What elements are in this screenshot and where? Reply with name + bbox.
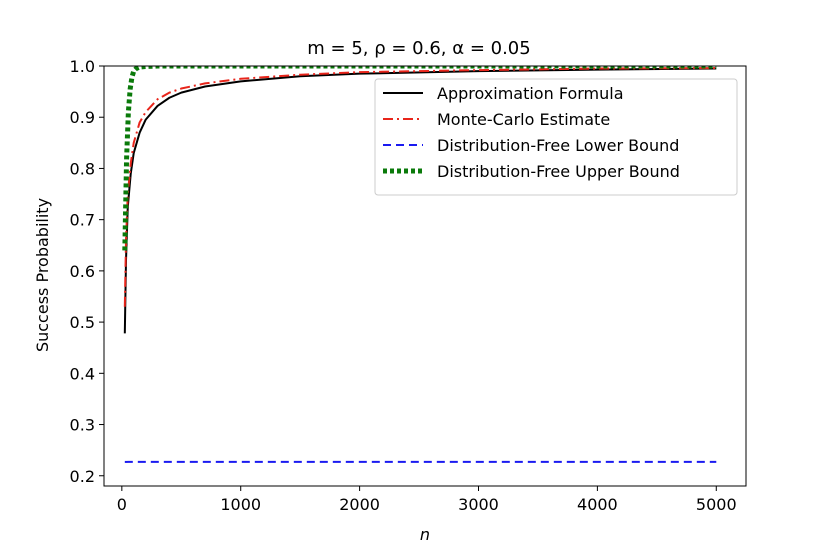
legend-entry-label: Monte-Carlo Estimate [437,110,610,129]
y-tick-label: 0.7 [70,211,95,230]
x-tick-label: 2000 [339,495,380,514]
plot-frame [103,65,747,487]
x-tick-label: 1000 [220,495,261,514]
legend-entry-label: Distribution-Free Lower Bound [437,136,679,155]
legend: Approximation Formula Monte-Carlo Estimat… [374,78,738,196]
y-axis-ticks: 0.2 0.3 0.4 0.5 0.6 0.7 0.8 0.9 1.0 [70,57,104,486]
y-tick-label: 0.6 [70,262,95,281]
x-tick-label: 0 [117,495,127,514]
legend-entry-label: Approximation Formula [437,84,624,103]
y-tick-label: 1.0 [70,57,95,76]
y-axis-label: Success Probability [33,198,52,352]
series-line-1 [123,67,717,307]
plot-area [103,65,747,487]
y-tick-label: 0.5 [70,313,95,332]
legend-entry-label: Distribution-Free Upper Bound [437,162,680,181]
legend-box [374,78,738,196]
x-axis-ticks: 0 1000 2000 3000 4000 5000 [117,486,737,514]
x-axis-label: n [420,525,430,544]
y-tick-label: 0.3 [70,416,95,435]
y-tick-label: 0.4 [70,364,95,383]
y-tick-label: 0.2 [70,467,95,486]
y-tick-label: 0.9 [70,108,95,127]
y-tick-label: 0.8 [70,159,95,178]
x-tick-label: 4000 [577,495,618,514]
x-tick-label: 3000 [458,495,499,514]
chart-title: m = 5, ρ = 0.6, α = 0.05 [307,38,530,59]
x-tick-label: 5000 [696,495,737,514]
series-line-0 [123,67,717,334]
